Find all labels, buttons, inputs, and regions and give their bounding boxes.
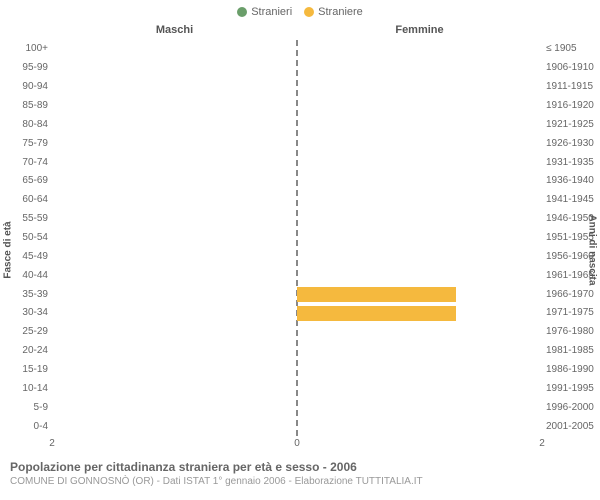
legend-label-male: Stranieri [251, 6, 292, 18]
pyramid-row: 55-591946-1950 [52, 210, 542, 229]
pyramid-row: 60-641941-1945 [52, 191, 542, 210]
pyramid-row: 0-42001-2005 [52, 417, 542, 436]
pyramid-row: 15-191986-1990 [52, 361, 542, 380]
age-tick-label: 25-29 [4, 327, 48, 337]
chart-subtitle: COMUNE DI GONNOSNÒ (OR) - Dati ISTAT 1° … [10, 476, 590, 487]
legend-dot-female [304, 7, 314, 17]
pyramid-row: 100+≤ 1905 [52, 40, 542, 59]
bar-female [297, 306, 456, 321]
age-tick-label: 15-19 [4, 365, 48, 375]
birth-year-tick-label: 1976-1980 [546, 327, 598, 337]
x-axis: 2 0 2 [52, 438, 542, 454]
birth-year-tick-label: 1936-1940 [546, 176, 598, 186]
y-axis-label-left: Fasce di età [3, 221, 14, 278]
birth-year-tick-label: 1926-1930 [546, 139, 598, 149]
birth-year-tick-label: 2001-2005 [546, 422, 598, 432]
pyramid-row: 70-741931-1935 [52, 153, 542, 172]
birth-year-tick-label: 1966-1970 [546, 290, 598, 300]
age-tick-label: 35-39 [4, 290, 48, 300]
column-header-male: Maschi [52, 24, 297, 36]
birth-year-tick-label: 1911-1915 [546, 82, 598, 92]
age-tick-label: 80-84 [4, 120, 48, 130]
legend-item-male: Stranieri [237, 6, 292, 18]
age-tick-label: 90-94 [4, 82, 48, 92]
pyramid-row: 95-991906-1910 [52, 59, 542, 78]
age-tick-label: 95-99 [4, 63, 48, 73]
age-tick-label: 85-89 [4, 101, 48, 111]
x-tick-label: 2 [49, 438, 55, 449]
age-tick-label: 20-24 [4, 346, 48, 356]
legend-dot-male [237, 7, 247, 17]
pyramid-row: 25-291976-1980 [52, 323, 542, 342]
pyramid-row: 10-141991-1995 [52, 379, 542, 398]
age-tick-label: 60-64 [4, 195, 48, 205]
x-tick-label: 2 [539, 438, 545, 449]
chart-footer: Popolazione per cittadinanza straniera p… [0, 454, 600, 487]
legend-label-female: Straniere [318, 6, 363, 18]
birth-year-tick-label: 1996-2000 [546, 403, 598, 413]
age-tick-label: 70-74 [4, 158, 48, 168]
age-tick-label: 30-34 [4, 308, 48, 318]
age-tick-label: 65-69 [4, 176, 48, 186]
legend: Stranieri Straniere [0, 0, 600, 20]
pyramid-row: 35-391966-1970 [52, 285, 542, 304]
bar-female [297, 287, 456, 302]
pyramid-row: 75-791926-1930 [52, 134, 542, 153]
chart-title: Popolazione per cittadinanza straniera p… [10, 460, 590, 474]
y-axis-label-right: Anni di nascita [587, 214, 598, 285]
birth-year-tick-label: 1986-1990 [546, 365, 598, 375]
age-tick-label: 100+ [4, 44, 48, 54]
pyramid-row: 20-241981-1985 [52, 342, 542, 361]
x-tick-label: 0 [294, 438, 300, 449]
pyramid-row: 65-691936-1940 [52, 172, 542, 191]
age-tick-label: 0-4 [4, 422, 48, 432]
pyramid-row: 30-341971-1975 [52, 304, 542, 323]
birth-year-tick-label: ≤ 1905 [546, 44, 598, 54]
birth-year-tick-label: 1941-1945 [546, 195, 598, 205]
pyramid-row: 50-541951-1955 [52, 229, 542, 248]
birth-year-tick-label: 1916-1920 [546, 101, 598, 111]
pyramid-row: 45-491956-1960 [52, 247, 542, 266]
age-tick-label: 10-14 [4, 384, 48, 394]
birth-year-tick-label: 1981-1985 [546, 346, 598, 356]
age-tick-label: 5-9 [4, 403, 48, 413]
age-tick-label: 75-79 [4, 139, 48, 149]
pyramid-row: 40-441961-1965 [52, 266, 542, 285]
population-pyramid-chart: 100+≤ 190595-991906-191090-941911-191585… [52, 40, 542, 436]
birth-year-tick-label: 1921-1925 [546, 120, 598, 130]
pyramid-row: 90-941911-1915 [52, 78, 542, 97]
column-header-female: Femmine [297, 24, 542, 36]
pyramid-row: 85-891916-1920 [52, 97, 542, 116]
column-headers: Maschi Femmine [52, 24, 542, 40]
legend-item-female: Straniere [304, 6, 363, 18]
birth-year-tick-label: 1906-1910 [546, 63, 598, 73]
birth-year-tick-label: 1971-1975 [546, 308, 598, 318]
pyramid-row: 80-841921-1925 [52, 115, 542, 134]
pyramid-row: 5-91996-2000 [52, 398, 542, 417]
birth-year-tick-label: 1991-1995 [546, 384, 598, 394]
birth-year-tick-label: 1931-1935 [546, 158, 598, 168]
